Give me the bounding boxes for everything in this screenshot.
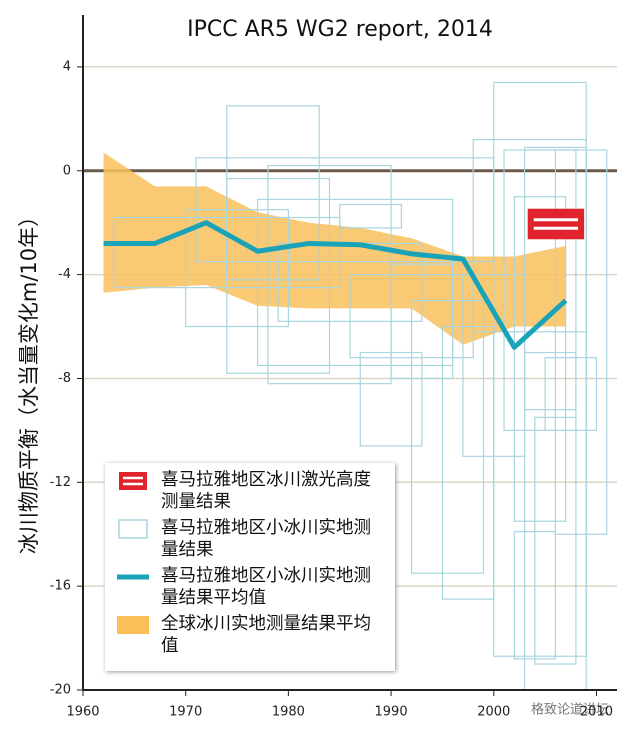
field-box	[544, 357, 598, 431]
x-tick-label: 1960	[66, 705, 99, 720]
field-box	[503, 149, 577, 431]
x-tick-label: 2000	[477, 705, 510, 720]
field-box	[513, 531, 556, 660]
legend-item: 喜马拉雅地区小冰川实地测量结果平均值	[113, 565, 387, 609]
x-tick-label: 1970	[169, 705, 202, 720]
legend-swatch	[118, 519, 148, 539]
legend-label: 喜马拉雅地区冰川激光高度测量结果	[161, 470, 371, 512]
field-box	[441, 325, 495, 600]
laser-box	[527, 208, 585, 240]
legend-item: 喜马拉雅地区冰川激光高度测量结果	[113, 469, 387, 513]
chart-title: IPCC AR5 WG2 report, 2014	[187, 17, 493, 42]
y-tick-label: -8	[58, 371, 71, 386]
legend-label: 喜马拉雅地区小冰川实地测量结果	[161, 518, 371, 560]
field-box	[390, 263, 454, 380]
legend-label: 全球冰川实地测量结果平均值	[161, 614, 371, 656]
field-box	[523, 351, 577, 411]
x-tick-label: 1990	[375, 705, 408, 720]
legend-swatch	[117, 574, 149, 580]
legend-swatch	[119, 472, 147, 490]
data	[103, 81, 608, 691]
legend-item: 喜马拉雅地区小冰川实地测量结果	[113, 517, 387, 561]
field-box	[339, 203, 402, 229]
swatch	[119, 472, 147, 490]
field-box	[226, 177, 331, 374]
area	[103, 152, 566, 345]
swatch	[117, 616, 149, 634]
legend-swatch	[117, 616, 149, 634]
y-axis-label: 冰川物质平衡（水当量变化m/10年）	[17, 206, 41, 554]
field-box	[185, 209, 289, 328]
field-box	[493, 81, 587, 657]
legend-label: 喜马拉雅地区小冰川实地测量结果平均值	[161, 566, 371, 608]
field-box	[462, 274, 526, 457]
field-box	[113, 216, 341, 289]
y-tick-label: 4	[63, 59, 71, 74]
y-tick-label: -16	[50, 579, 71, 594]
watermark: 格致论道讲坛	[531, 702, 609, 718]
line	[103, 220, 568, 350]
y-tick-label: 0	[63, 163, 71, 178]
field-box	[411, 299, 485, 574]
field-box	[554, 149, 608, 535]
y-tick-label: -4	[58, 267, 71, 282]
y-tick-label: -12	[50, 475, 71, 490]
legend: 喜马拉雅地区冰川激光高度测量结果 喜马拉雅地区小冰川实地测量结果 喜马拉雅地区小冰川…	[105, 463, 395, 671]
x-tick-label: 2010	[580, 705, 613, 720]
x-tick-label: 1980	[272, 705, 305, 720]
swatch	[118, 519, 148, 539]
y-tick-label: -20	[50, 683, 71, 698]
field-box	[513, 196, 567, 522]
legend-item: 全球冰川实地测量结果平均值	[113, 613, 387, 657]
